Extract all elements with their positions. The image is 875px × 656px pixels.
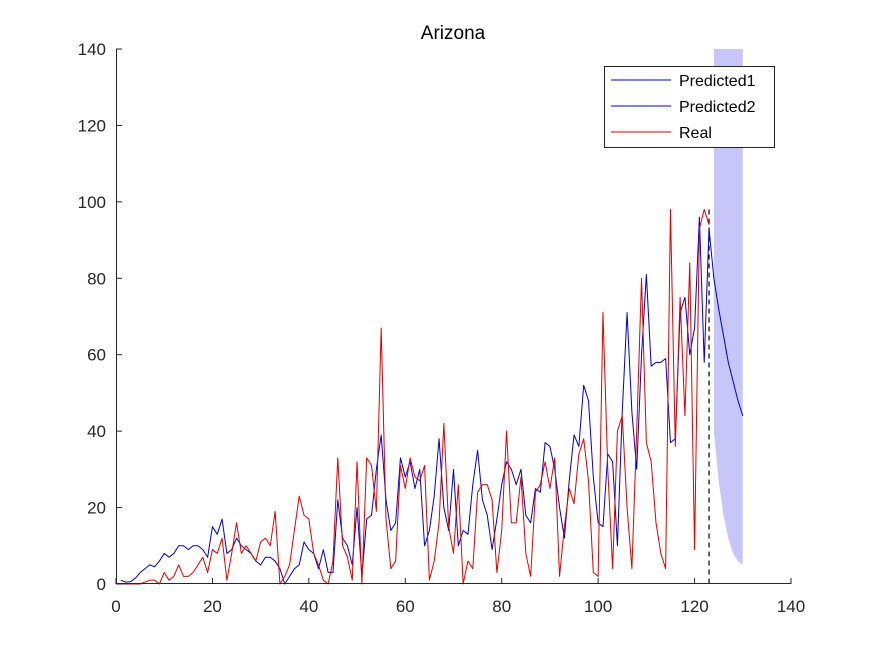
y-tick-label: 80	[87, 269, 106, 288]
y-tick-label: 0	[97, 575, 106, 594]
series-line-real	[120, 209, 710, 585]
forecast-interval-band	[713, 49, 743, 565]
forecast-band-layer	[713, 49, 743, 565]
x-tick-label: 80	[492, 597, 511, 616]
plot-area	[120, 49, 744, 585]
legend-label-predicted1: Predicted1	[679, 73, 756, 90]
x-tick-label: 60	[396, 597, 415, 616]
chart-title: Arizona	[421, 23, 486, 44]
x-tick-label: 100	[584, 597, 612, 616]
x-tick-label: 40	[299, 597, 318, 616]
series-layer	[120, 209, 744, 585]
axes: 0 20 40 60 80 100 120 140 0 20 40 60 80 100 120 140	[78, 40, 806, 616]
y-tick-label: 120	[78, 116, 106, 135]
y-tick-label: 20	[87, 499, 106, 518]
y-tick-label: 60	[87, 346, 106, 365]
y-tick-label: 40	[87, 422, 106, 441]
x-tick-label: 20	[203, 597, 222, 616]
x-tick-label: 120	[680, 597, 708, 616]
y-tick-label: 100	[78, 193, 106, 212]
x-ticks: 0 20 40 60 80 100 120 140	[111, 578, 805, 616]
x-tick-label: 140	[777, 597, 805, 616]
x-tick-label: 0	[111, 597, 120, 616]
series-line-predicted2	[708, 228, 744, 417]
series-line-predicted1	[120, 216, 710, 585]
y-ticks: 0 20 40 60 80 100 120 140	[78, 40, 122, 594]
legend-label-real: Real	[679, 125, 712, 142]
y-tick-label: 140	[78, 40, 106, 59]
legend: Predicted1 Predicted2 Real	[604, 66, 775, 148]
legend-label-predicted2: Predicted2	[679, 99, 756, 116]
